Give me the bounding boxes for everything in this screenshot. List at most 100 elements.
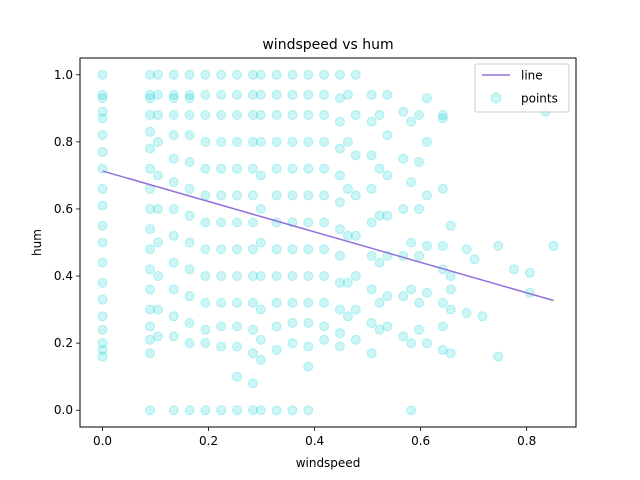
scatter-point-149 — [271, 244, 282, 255]
scatter-point-53 — [168, 153, 179, 164]
x-tick-label-1: 0.2 — [199, 434, 218, 448]
x-axis: 0.0 0.2 0.4 0.6 0.8 — [93, 427, 536, 448]
scatter-point-163 — [287, 271, 298, 282]
scatter-point-234 — [374, 324, 385, 335]
scatter-point-155 — [287, 69, 298, 80]
scatter-point-152 — [271, 321, 282, 332]
y-tick-label-5: 1.0 — [54, 68, 73, 82]
scatter-point-66 — [184, 130, 195, 141]
scatter-point-101 — [216, 405, 227, 416]
scatter-point-206 — [342, 89, 353, 100]
scatter-point-82 — [200, 217, 211, 228]
scatter-point-205 — [334, 341, 345, 352]
scatter-point-269 — [437, 297, 448, 308]
scatter-point-92 — [216, 136, 227, 147]
scatter-point-230 — [374, 163, 385, 174]
scatter-point-151 — [271, 297, 282, 308]
scatter-point-114 — [232, 371, 243, 382]
scatter-point-24 — [145, 126, 156, 137]
scatter-point-121 — [247, 190, 258, 201]
scatter-point-220 — [366, 89, 377, 100]
scatter-point-159 — [287, 163, 298, 174]
x-tick-label-4: 0.8 — [517, 434, 536, 448]
scatter-point-188 — [319, 217, 330, 228]
scatter-point-128 — [247, 378, 258, 389]
scatter-point-197 — [334, 143, 345, 154]
scatter-point-260 — [421, 93, 432, 104]
scatter-point-2 — [97, 93, 108, 104]
scatter-point-43 — [152, 203, 163, 214]
scatter-point-250 — [406, 237, 417, 248]
scatter-point-251 — [406, 284, 417, 295]
scatter-point-186 — [319, 163, 330, 174]
scatter-point-86 — [200, 324, 211, 335]
scatter-point-270 — [437, 321, 448, 332]
chart-title: windspeed vs hum — [262, 37, 393, 53]
scatter-point-51 — [168, 110, 179, 121]
scatter-point-78 — [200, 110, 211, 121]
scatter-point-113 — [232, 341, 243, 352]
scatter-point-21 — [145, 89, 156, 100]
scatter-point-223 — [366, 183, 377, 194]
y-tick-label-4: 0.8 — [54, 135, 73, 149]
scatter-point-202 — [334, 277, 345, 288]
scatter-point-10 — [97, 220, 108, 231]
legend-box — [474, 63, 570, 113]
scatter-point-221 — [366, 116, 377, 127]
scatter-point-69 — [184, 210, 195, 221]
legend-label-line: line — [521, 69, 543, 83]
scatter-point-3 — [97, 106, 108, 117]
scatter-point-198 — [334, 170, 345, 181]
scatter-point-147 — [271, 190, 282, 201]
scatter-point-131 — [255, 89, 266, 100]
scatter-point-233 — [374, 297, 385, 308]
scatter-point-41 — [152, 136, 163, 147]
scatter-point-201 — [334, 250, 345, 261]
scatter-point-154 — [271, 405, 282, 416]
scatter-point-34 — [145, 321, 156, 332]
scatter-point-88 — [200, 405, 211, 416]
scatter-point-30 — [145, 244, 156, 255]
scatter-point-93 — [216, 163, 227, 174]
scatter-point-226 — [366, 284, 377, 295]
scatter-point-229 — [374, 110, 385, 121]
x-tick-label-3: 0.6 — [411, 434, 430, 448]
scatter-point-56 — [168, 230, 179, 241]
scatter-point-165 — [287, 318, 298, 329]
scatter-point-5 — [97, 130, 108, 141]
scatter-point-177 — [303, 297, 314, 308]
scatter-point-80 — [200, 163, 211, 174]
scatter-point-247 — [398, 331, 409, 342]
scatter-point-241 — [382, 321, 393, 332]
scatter-point-169 — [303, 89, 314, 100]
scatter-point-120 — [247, 163, 258, 174]
legend: line points — [474, 63, 570, 113]
scatter-point-216 — [350, 230, 361, 241]
scatter-point-271 — [437, 344, 448, 355]
scatter-point-13 — [97, 277, 108, 288]
scatter-point-252 — [406, 338, 417, 349]
scatter-point-103 — [232, 89, 243, 100]
trend-line-layer — [102, 170, 554, 302]
scatter-point-70 — [184, 237, 195, 248]
scatter-point-98 — [216, 297, 227, 308]
scatter-point-25 — [145, 143, 156, 154]
scatter-point-244 — [398, 203, 409, 214]
scatter-point-194 — [334, 69, 345, 80]
scatter-point-286 — [524, 267, 535, 278]
scatter-point-240 — [382, 291, 393, 302]
scatter-point-95 — [216, 217, 227, 228]
scatter-point-178 — [303, 318, 314, 329]
scatter-point-71 — [184, 264, 195, 275]
scatter-point-199 — [334, 197, 345, 208]
scatter-point-14 — [97, 294, 108, 305]
scatter-point-164 — [287, 297, 298, 308]
y-tick-label-1: 0.2 — [54, 336, 73, 350]
scatter-point-36 — [145, 348, 156, 359]
scatter-point-254 — [414, 110, 425, 121]
scatter-point-210 — [342, 277, 353, 288]
scatter-point-156 — [287, 89, 298, 100]
scatter-point-37 — [145, 405, 156, 416]
scatter-point-203 — [334, 304, 345, 315]
scatter-point-176 — [303, 271, 314, 282]
